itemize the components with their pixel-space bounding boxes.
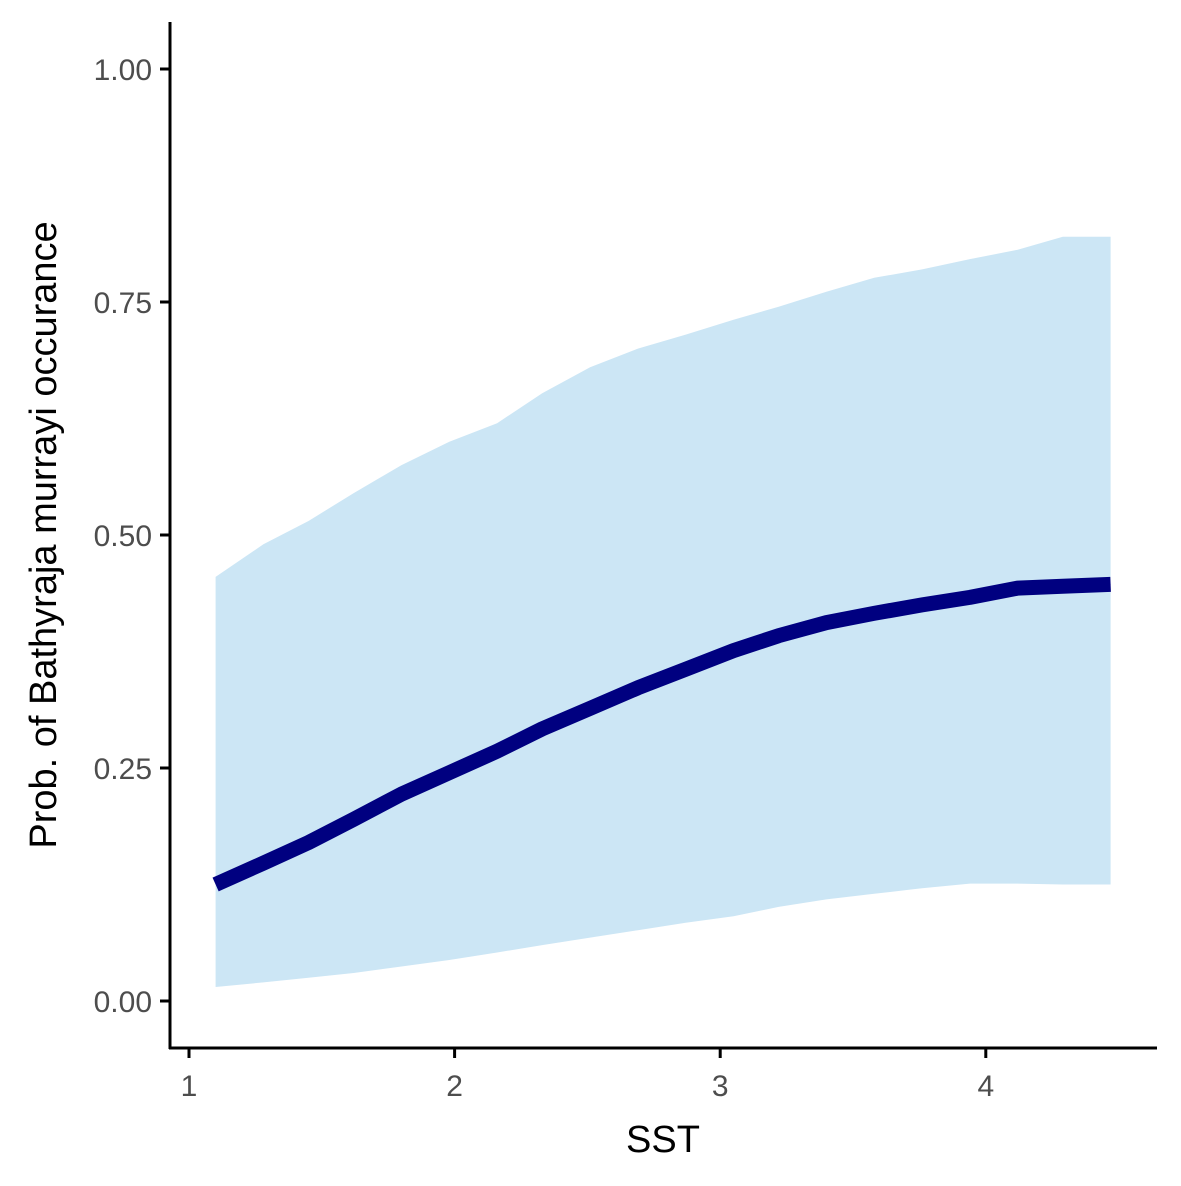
confidence-band <box>216 237 1111 987</box>
y-tick-label: 0.25 <box>94 753 152 786</box>
y-tick-label: 0.00 <box>94 986 152 1019</box>
y-tick-label: 0.75 <box>94 287 152 320</box>
y-tick-label: 0.50 <box>94 520 152 553</box>
x-tick-label: 1 <box>181 1070 198 1103</box>
x-tick-label: 3 <box>712 1070 729 1103</box>
y-axis-title: Prob. of Bathyraja murrayi occurance <box>23 221 65 848</box>
x-axis-title: SST <box>626 1119 700 1161</box>
x-tick-label: 4 <box>977 1070 994 1103</box>
y-tick-label: 1.00 <box>94 54 152 87</box>
x-tick-label: 2 <box>446 1070 463 1103</box>
